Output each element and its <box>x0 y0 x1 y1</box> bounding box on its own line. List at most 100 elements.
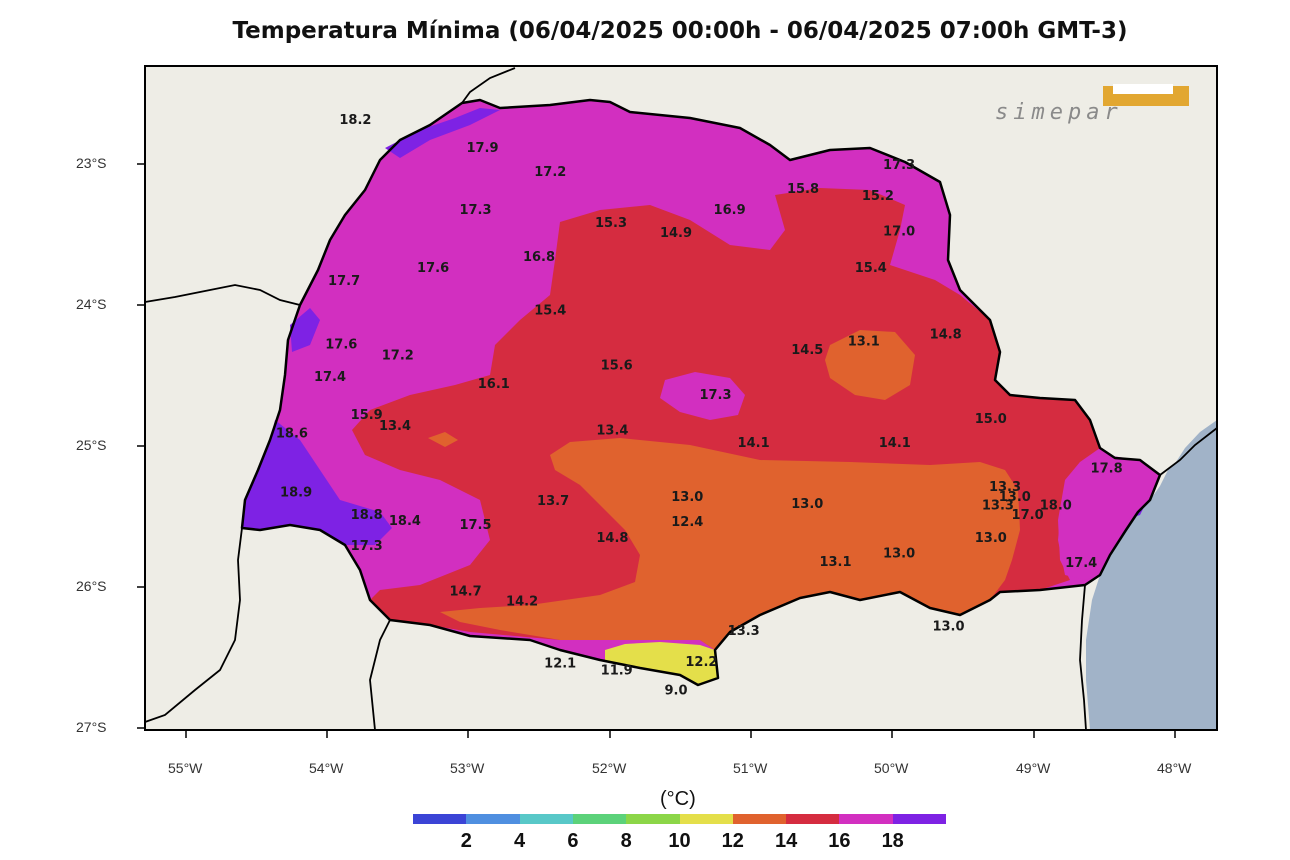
region-12-14-west-blob <box>428 432 458 447</box>
station-value: 13.4 <box>596 424 628 439</box>
colorbar-segment <box>839 814 894 824</box>
station-value: 13.4 <box>379 419 411 434</box>
station-value: 14.9 <box>660 226 692 241</box>
station-value: 18.0 <box>1040 498 1072 513</box>
station-value: 13.0 <box>975 531 1007 546</box>
station-value: 15.0 <box>975 412 1007 427</box>
station-value: 12.2 <box>685 655 717 670</box>
station-value: 13.0 <box>999 490 1031 505</box>
station-value: 13.3 <box>989 480 1021 495</box>
lat-label-25s: 25°S <box>76 437 107 453</box>
station-value: 17.4 <box>314 370 346 385</box>
station-value: 17.3 <box>883 158 915 173</box>
station-value: 13.0 <box>791 497 823 512</box>
colorbar-label: 14 <box>774 830 798 852</box>
station-value: 17.4 <box>1065 556 1097 571</box>
station-value: 18.4 <box>389 514 421 529</box>
lon-label-54w: 54°W <box>309 760 344 776</box>
lat-label-23s: 23°S <box>76 155 107 171</box>
station-value: 17.6 <box>417 261 449 276</box>
colorbar-segment <box>626 814 680 824</box>
station-value: 15.9 <box>351 408 383 423</box>
region-10-12 <box>605 642 718 685</box>
lat-label-24s: 24°S <box>76 296 107 312</box>
axis-ticks <box>137 163 1176 738</box>
station-value: 18.9 <box>280 486 312 501</box>
colorbar-segment <box>519 814 574 824</box>
station-value: 17.7 <box>328 274 360 289</box>
station-value: 17.2 <box>534 165 566 180</box>
station-value: 13.1 <box>819 555 851 570</box>
state-border <box>240 98 1162 687</box>
colorbar-label: 12 <box>721 830 744 852</box>
lon-label-51w: 51°W <box>733 760 768 776</box>
colorbar-segment <box>413 814 467 824</box>
lat-label-26s: 26°S <box>76 578 107 594</box>
neighbor-borders <box>144 67 1218 731</box>
station-value: 14.5 <box>791 343 823 358</box>
colorbar-label: 6 <box>567 830 579 852</box>
station-value: 16.8 <box>523 250 555 265</box>
station-value: 12.1 <box>544 656 576 671</box>
station-value: 14.1 <box>879 436 911 451</box>
station-value: 17.3 <box>699 388 731 403</box>
station-value: 14.1 <box>738 436 770 451</box>
colorbar-label: 4 <box>514 830 526 852</box>
lon-label-48w: 48°W <box>1157 760 1192 776</box>
station-value: 14.8 <box>596 531 628 546</box>
lon-label-49w: 49°W <box>1016 760 1051 776</box>
station-value: 16.1 <box>478 377 510 392</box>
colorbar-unit: (°C) <box>660 788 696 810</box>
region-above-18-nw-border <box>290 308 320 352</box>
colorbar-segment <box>572 814 627 824</box>
colorbar-label: 10 <box>668 830 691 852</box>
station-value: 17.2 <box>382 349 414 364</box>
ocean-area <box>1086 420 1217 730</box>
station-value: 9.0 <box>664 683 687 698</box>
colorbar-segment <box>732 814 787 824</box>
region-12-14-ne <box>825 330 915 400</box>
simepar-logo-mark <box>1103 84 1189 106</box>
station-value: 17.8 <box>1091 462 1123 477</box>
station-value: 12.4 <box>671 515 703 530</box>
colorbar-label: 16 <box>828 830 851 852</box>
station-value: 16.9 <box>714 203 746 218</box>
map-title: Temperatura Mínima (06/04/2025 00:00h - … <box>232 18 1128 44</box>
station-value: 17.6 <box>325 337 357 352</box>
region-16-18-center <box>660 372 745 420</box>
station-value: 17.0 <box>1012 508 1044 523</box>
station-value: 13.0 <box>883 546 915 561</box>
lon-label-53w: 53°W <box>450 760 485 776</box>
colorbar-segment <box>679 814 734 824</box>
station-value: 15.2 <box>862 189 894 204</box>
station-value: 15.4 <box>534 303 566 318</box>
lon-label-50w: 50°W <box>874 760 909 776</box>
station-value: 17.3 <box>459 203 491 218</box>
station-value: 17.9 <box>466 141 498 156</box>
lon-label-52w: 52°W <box>592 760 627 776</box>
station-value: 15.3 <box>595 216 627 231</box>
colorbar-label: 2 <box>460 830 472 852</box>
station-values: 18.2 17.9 17.2 17.3 16.8 17.6 17.7 15.3 14.9 16.9… <box>276 113 1123 698</box>
station-value: 13.3 <box>728 624 760 639</box>
station-value: 13.3 <box>982 498 1014 513</box>
station-value: 13.0 <box>932 620 964 635</box>
map-frame <box>144 65 1218 731</box>
colorbar-segment <box>786 814 840 824</box>
station-value: 18.8 <box>351 508 383 523</box>
region-above-18-north <box>385 108 500 158</box>
station-value: 13.7 <box>537 494 569 509</box>
colorbar-label: 8 <box>620 830 632 852</box>
station-value: 13.0 <box>671 490 703 505</box>
station-value: 14.2 <box>506 594 538 609</box>
lon-label-55w: 55°W <box>168 760 203 776</box>
simepar-logo: simepar <box>995 84 1195 130</box>
colorbar-segment <box>892 814 947 824</box>
station-value: 15.6 <box>601 359 633 374</box>
station-value: 15.4 <box>855 261 887 276</box>
station-value: 14.7 <box>450 584 482 599</box>
region-16-18-coast <box>1058 455 1160 580</box>
station-value: 17.3 <box>351 539 383 554</box>
lat-label-27s: 27°S <box>76 719 107 735</box>
